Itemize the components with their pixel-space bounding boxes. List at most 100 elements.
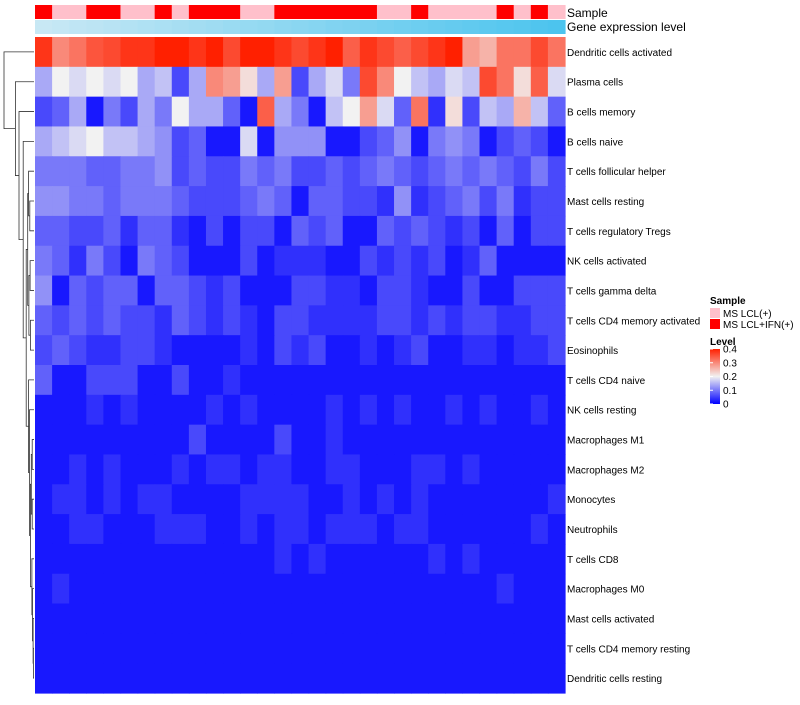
dendrogram-branch bbox=[3, 51, 34, 130]
heatmap-cell bbox=[359, 245, 378, 277]
heatmap-cell bbox=[376, 66, 395, 98]
heatmap-cell bbox=[137, 156, 156, 187]
heatmap-cell bbox=[120, 335, 139, 366]
heatmap-cell bbox=[171, 37, 190, 68]
heatmap-cell bbox=[120, 603, 139, 634]
heatmap-cell bbox=[411, 394, 429, 426]
heatmap-cell bbox=[308, 215, 327, 247]
heatmap-cell bbox=[69, 454, 87, 485]
sample-annotation-cell bbox=[342, 5, 361, 19]
heatmap-cell bbox=[291, 663, 310, 694]
heatmap-cell bbox=[325, 484, 344, 515]
heatmap-cell bbox=[154, 603, 173, 634]
heatmap-cell bbox=[35, 424, 53, 456]
heatmap-cell bbox=[223, 275, 241, 306]
heatmap-cell bbox=[342, 156, 361, 187]
heatmap-cell bbox=[376, 215, 395, 247]
heatmap-cell bbox=[154, 394, 173, 426]
row-label: Monocytes bbox=[567, 495, 615, 506]
heatmap-cell bbox=[462, 335, 481, 366]
legend: Sample MS LCL(+) MS LCL+IFN(+) Level 0.4… bbox=[710, 296, 794, 411]
heatmap-cell bbox=[325, 156, 344, 187]
heatmap-cell bbox=[325, 335, 344, 366]
heatmap-cell bbox=[257, 633, 275, 664]
heatmap-cell bbox=[496, 663, 515, 694]
heatmap-cell bbox=[308, 603, 327, 634]
heatmap-cell bbox=[223, 305, 241, 336]
heatmap-cell bbox=[479, 603, 498, 634]
heatmap-cell bbox=[154, 96, 173, 128]
heatmap-cell bbox=[359, 424, 378, 456]
heatmap-cell bbox=[308, 275, 327, 306]
heatmap-cell bbox=[223, 514, 241, 545]
heatmap-cell bbox=[479, 365, 498, 396]
heatmap-cell bbox=[479, 215, 498, 247]
heatmap-cell bbox=[291, 543, 310, 575]
heatmap-cell bbox=[376, 126, 395, 157]
heatmap-cell bbox=[376, 394, 395, 426]
heatmap-cell bbox=[342, 454, 361, 485]
heatmap-cell bbox=[376, 335, 395, 366]
heatmap-cell bbox=[69, 603, 87, 634]
heatmap-cell bbox=[257, 215, 275, 247]
heatmap-cell bbox=[69, 156, 87, 187]
heatmap-cell bbox=[69, 66, 87, 98]
heatmap-cell bbox=[359, 37, 378, 68]
heatmap-cell bbox=[325, 96, 344, 128]
sample-annotation-cell bbox=[530, 5, 549, 19]
gene-expression-annotation-cell bbox=[513, 20, 532, 34]
heatmap-cell bbox=[103, 335, 122, 366]
row-label: Dendritic cells activated bbox=[567, 48, 672, 59]
heatmap-cell bbox=[257, 96, 275, 128]
gene-expression-annotation-cell bbox=[154, 20, 173, 34]
heatmap-cell bbox=[171, 365, 190, 396]
heatmap-cell bbox=[308, 126, 327, 157]
gene-expression-annotation-cell bbox=[547, 20, 566, 34]
heatmap-cell bbox=[257, 37, 275, 68]
heatmap-cell bbox=[291, 514, 310, 545]
heatmap-cell bbox=[411, 663, 429, 694]
heatmap-cell bbox=[154, 573, 173, 605]
row-label: Mast cells resting bbox=[567, 197, 644, 208]
heatmap-cell bbox=[376, 573, 395, 605]
gene-expression-annotation-cell bbox=[462, 20, 481, 34]
heatmap-cell bbox=[240, 603, 258, 634]
heatmap-cell bbox=[445, 156, 464, 187]
heatmap-cell bbox=[86, 245, 104, 277]
heatmap-cell bbox=[496, 514, 515, 545]
heatmap-cell bbox=[86, 603, 104, 634]
heatmap-cell bbox=[496, 156, 515, 187]
sample-annotation-cell bbox=[308, 5, 327, 19]
heatmap-cell bbox=[530, 126, 549, 157]
gene-expression-track-label: Gene expression level bbox=[567, 20, 686, 34]
heatmap-cell bbox=[462, 573, 481, 605]
heatmap-cell bbox=[462, 514, 481, 545]
heatmap-cell bbox=[154, 514, 173, 545]
heatmap-cell bbox=[137, 394, 156, 426]
heatmap-cell bbox=[308, 573, 327, 605]
heatmap-cell bbox=[240, 66, 258, 98]
heatmap-cell bbox=[428, 454, 446, 485]
row-label: Macrophages M2 bbox=[567, 465, 645, 476]
heatmap-cell bbox=[394, 126, 412, 157]
heatmap-cell bbox=[394, 215, 412, 247]
heatmap-cell bbox=[291, 275, 310, 306]
heatmap-cell bbox=[496, 245, 515, 277]
heatmap-cell bbox=[240, 484, 258, 515]
heatmap-cell bbox=[325, 454, 344, 485]
heatmap-cell bbox=[445, 543, 464, 575]
heatmap-cell bbox=[103, 633, 122, 664]
heatmap-cell bbox=[479, 394, 498, 426]
row-label: Plasma cells bbox=[567, 78, 623, 89]
heatmap-cell bbox=[274, 663, 293, 694]
heatmap-cell bbox=[257, 514, 275, 545]
heatmap-cell bbox=[496, 186, 515, 217]
heatmap-cell bbox=[428, 96, 446, 128]
heatmap-cell bbox=[86, 275, 104, 306]
heatmap-cell bbox=[103, 305, 122, 336]
heatmap-cell bbox=[394, 394, 412, 426]
heatmap-cell bbox=[394, 96, 412, 128]
heatmap-cell bbox=[154, 335, 173, 366]
heatmap-cell bbox=[359, 305, 378, 336]
heatmap-cell bbox=[274, 215, 293, 247]
